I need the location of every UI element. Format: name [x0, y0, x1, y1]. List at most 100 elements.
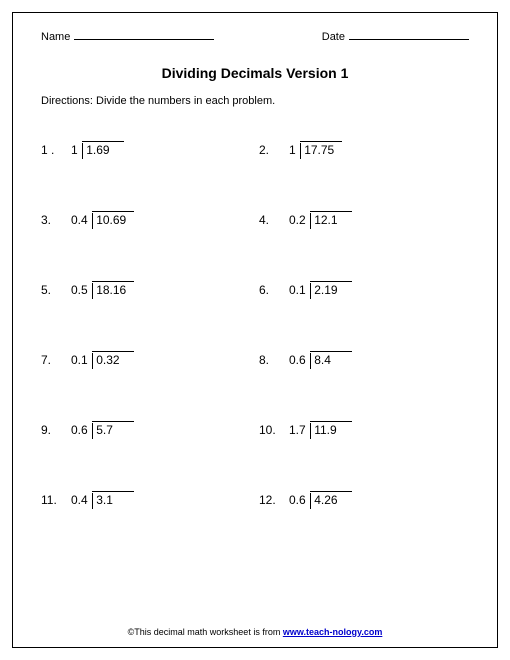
problem: 6.0.12.19 — [259, 257, 469, 299]
problem-number: 10. — [259, 423, 285, 439]
bar-dividend: 3.1 — [92, 493, 117, 509]
footer-prefix: ©This decimal math worksheet is from — [128, 627, 283, 637]
division-box: 12.1 — [310, 211, 352, 229]
problem: 10.1.711.9 — [259, 397, 469, 439]
problem: 7.0.10.32 — [41, 327, 251, 369]
bar-dividend: 2.19 — [310, 283, 342, 299]
dividend: 1.69 — [86, 143, 113, 159]
date-field: Date — [322, 31, 469, 43]
divisor: 0.1 — [67, 353, 92, 369]
division-box: 11.9 — [310, 421, 352, 439]
problem: 2.117.75 — [259, 117, 469, 159]
divisor: 1 — [67, 143, 82, 159]
problem-number: 1 . — [41, 143, 67, 159]
dividend: 5.7 — [96, 423, 117, 439]
division-box: 5.7 — [92, 421, 134, 439]
bar-dividend: 8.4 — [310, 353, 335, 369]
divisor: 0.4 — [67, 493, 92, 509]
problem: 9.0.65.7 — [41, 397, 251, 439]
problem-number: 12. — [259, 493, 285, 509]
division-box: 3.1 — [92, 491, 134, 509]
divisor: 0.6 — [285, 353, 310, 369]
header-row: Name Date — [41, 31, 469, 43]
problem-number: 9. — [41, 423, 67, 439]
division-bar — [310, 283, 312, 299]
bar-dividend: 11.9 — [310, 423, 341, 439]
problem: 5.0.518.16 — [41, 257, 251, 299]
dividend: 11.9 — [314, 423, 340, 439]
division-box: 8.4 — [310, 351, 352, 369]
division-box: 17.75 — [300, 141, 342, 159]
divisor: 1 — [285, 143, 300, 159]
bar-dividend: 5.7 — [92, 423, 117, 439]
division-bar — [92, 213, 94, 229]
division-box: 2.19 — [310, 281, 352, 299]
division-bar — [310, 423, 312, 439]
problem-number: 5. — [41, 283, 67, 299]
bar-dividend: 1.69 — [82, 143, 114, 159]
problem: 11.0.43.1 — [41, 467, 251, 509]
dividend: 12.1 — [314, 213, 341, 229]
worksheet-title: Dividing Decimals Version 1 — [41, 65, 469, 81]
problem-number: 4. — [259, 213, 285, 229]
vinculum — [310, 211, 352, 212]
vinculum — [92, 351, 134, 352]
divisor: 0.2 — [285, 213, 310, 229]
dividend: 3.1 — [96, 493, 117, 509]
division-bar — [92, 353, 94, 369]
problem-number: 7. — [41, 353, 67, 369]
bar-dividend: 18.16 — [92, 283, 131, 299]
vinculum — [310, 281, 352, 282]
date-label: Date — [322, 31, 345, 43]
date-blank-line[interactable] — [349, 39, 469, 40]
vinculum — [92, 491, 134, 492]
division-box: 4.26 — [310, 491, 352, 509]
bar-dividend: 4.26 — [310, 493, 342, 509]
worksheet-page: Name Date Dividing Decimals Version 1 Di… — [0, 0, 510, 660]
divisor: 0.4 — [67, 213, 92, 229]
dividend: 0.32 — [96, 353, 123, 369]
dividend: 10.69 — [96, 213, 130, 229]
problem-number: 6. — [259, 283, 285, 299]
division-bar — [310, 353, 312, 369]
divisor: 0.6 — [285, 493, 310, 509]
problem: 4.0.212.1 — [259, 187, 469, 229]
bar-dividend: 17.75 — [300, 143, 339, 159]
dividend: 4.26 — [314, 493, 341, 509]
vinculum — [92, 281, 134, 282]
footer-link[interactable]: www.teach-nology.com — [283, 627, 383, 637]
division-box: 18.16 — [92, 281, 134, 299]
bar-dividend: 12.1 — [310, 213, 342, 229]
dividend: 18.16 — [96, 283, 130, 299]
division-bar — [92, 423, 94, 439]
problem-number: 11. — [41, 493, 67, 509]
division-bar — [310, 213, 312, 229]
divisor: 1.7 — [285, 423, 310, 439]
problem-number: 8. — [259, 353, 285, 369]
division-bar — [82, 143, 84, 159]
name-label: Name — [41, 31, 70, 43]
bar-dividend: 10.69 — [92, 213, 131, 229]
vinculum — [92, 421, 134, 422]
problem: 1 .11.69 — [41, 117, 251, 159]
problem-number: 2. — [259, 143, 285, 159]
bar-dividend: 0.32 — [92, 353, 124, 369]
divisor: 0.5 — [67, 283, 92, 299]
name-field: Name — [41, 31, 214, 43]
division-bar — [92, 283, 94, 299]
name-blank-line[interactable] — [74, 39, 214, 40]
dividend: 8.4 — [314, 353, 335, 369]
problem: 3.0.410.69 — [41, 187, 251, 229]
vinculum — [92, 211, 134, 212]
vinculum — [82, 141, 124, 142]
footer: ©This decimal math worksheet is from www… — [13, 627, 497, 637]
problem: 8.0.68.4 — [259, 327, 469, 369]
vinculum — [310, 421, 352, 422]
division-box: 1.69 — [82, 141, 124, 159]
vinculum — [310, 351, 352, 352]
problem-number: 3. — [41, 213, 67, 229]
directions-text: Directions: Divide the numbers in each p… — [41, 95, 469, 107]
problem: 12.0.64.26 — [259, 467, 469, 509]
division-box: 0.32 — [92, 351, 134, 369]
division-box: 10.69 — [92, 211, 134, 229]
